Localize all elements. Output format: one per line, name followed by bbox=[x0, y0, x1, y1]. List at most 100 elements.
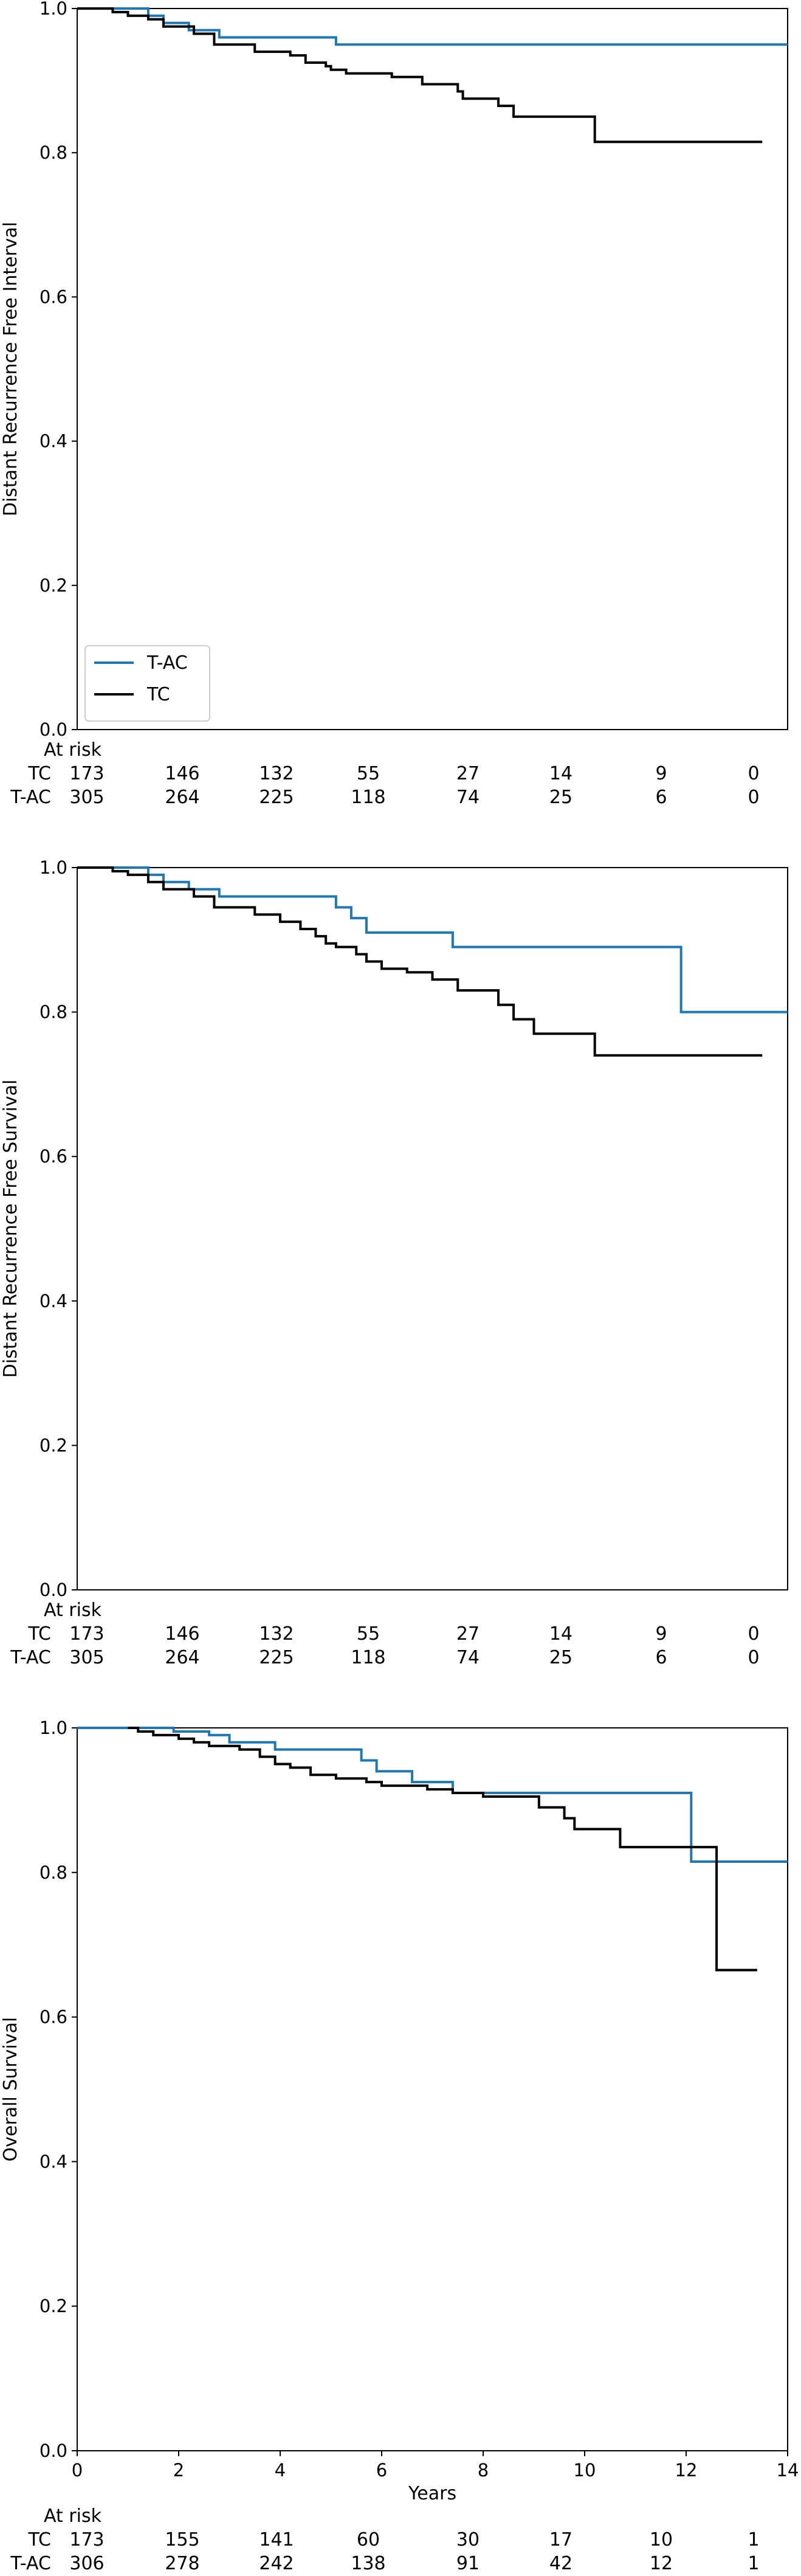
at-risk-count: 242 bbox=[259, 2553, 294, 2574]
at-risk-count: 118 bbox=[351, 1647, 385, 1668]
km-curve-tc bbox=[77, 866, 763, 1057]
y-tick-label: 0.8 bbox=[40, 1002, 67, 1023]
at-risk-count: 55 bbox=[357, 763, 380, 784]
legend-entry: TC bbox=[146, 684, 170, 705]
at-risk-count: 91 bbox=[456, 2553, 480, 2574]
at-risk-count: 305 bbox=[69, 1647, 104, 1668]
at-risk-title: At risk bbox=[44, 2505, 102, 2527]
at-risk-count: 173 bbox=[69, 763, 104, 784]
x-tick-label: 6 bbox=[376, 2460, 387, 2481]
at-risk-row-label: TC bbox=[27, 2529, 51, 2550]
at-risk-count: 264 bbox=[165, 1647, 199, 1668]
at-risk-row-label: T-AC bbox=[10, 787, 51, 808]
y-tick-label: 0.2 bbox=[40, 2296, 67, 2316]
y-axis-label: Overall Survival bbox=[0, 2017, 21, 2162]
at-risk-count: 30 bbox=[456, 2529, 480, 2550]
at-risk-count: 9 bbox=[655, 763, 667, 784]
at-risk-row-label: T-AC bbox=[10, 2553, 51, 2574]
at-risk-count: 1 bbox=[748, 2553, 759, 2574]
x-tick-label: 10 bbox=[574, 2460, 596, 2481]
at-risk-row-label: TC bbox=[27, 1623, 51, 1645]
at-risk-count: 173 bbox=[69, 1623, 104, 1645]
at-risk-count: 60 bbox=[357, 2529, 380, 2550]
at-risk-count: 10 bbox=[650, 2529, 673, 2550]
chart-panel-1: 0.0 0.2 0.4 0.6 0.8 1.0 Distant Recurrence Fre… bbox=[0, 0, 788, 808]
at-risk-count: 74 bbox=[456, 787, 480, 808]
chart-panel-3: 0.0 0.2 0.4 0.6 0.8 1.0 Overall Survival 0 2 4 6 8 1… bbox=[0, 1718, 799, 2574]
at-risk-count: 225 bbox=[259, 1647, 294, 1668]
at-risk-count: 27 bbox=[456, 1623, 480, 1645]
at-risk-count: 42 bbox=[549, 2553, 572, 2574]
at-risk-count: 278 bbox=[165, 2553, 199, 2574]
at-risk-count: 146 bbox=[165, 763, 199, 784]
at-risk-count: 0 bbox=[748, 1647, 759, 1668]
at-risk-count: 0 bbox=[748, 787, 759, 808]
legend: T-AC TC bbox=[84, 645, 210, 722]
at-risk-row-label: T-AC bbox=[10, 1647, 51, 1668]
at-risk-count: 155 bbox=[165, 2529, 199, 2550]
y-tick-label: 0.0 bbox=[40, 1580, 67, 1600]
at-risk-count: 132 bbox=[259, 763, 294, 784]
x-tick-label: 0 bbox=[72, 2460, 83, 2481]
plot-frame bbox=[77, 867, 788, 1590]
at-risk-count: 0 bbox=[748, 1623, 759, 1645]
x-tick-label: 12 bbox=[675, 2460, 698, 2481]
y-axis-label: Distant Recurrence Free Survival bbox=[0, 1080, 21, 1378]
at-risk-count: 55 bbox=[357, 1623, 380, 1645]
x-tick-label: 2 bbox=[173, 2460, 184, 2481]
y-tick-label: 0.0 bbox=[40, 719, 67, 740]
y-tick-label: 0.6 bbox=[40, 286, 67, 307]
x-axis-label: Years bbox=[408, 2483, 456, 2504]
at-risk-count: 9 bbox=[655, 1623, 667, 1645]
legend-box bbox=[84, 645, 210, 722]
at-risk-count: 1 bbox=[748, 2529, 759, 2550]
y-tick-label: 0.6 bbox=[40, 1146, 67, 1167]
y-tick-label: 0.4 bbox=[40, 2151, 67, 2172]
at-risk-count: 6 bbox=[655, 1647, 667, 1668]
y-tick-label: 0.0 bbox=[40, 2440, 67, 2461]
y-tick-label: 0.2 bbox=[40, 575, 67, 596]
at-risk-count: 74 bbox=[456, 1647, 480, 1668]
at-risk-count: 12 bbox=[650, 2553, 673, 2574]
x-tick-label: 8 bbox=[478, 2460, 489, 2481]
at-risk-count: 173 bbox=[69, 2529, 104, 2550]
at-risk-count: 141 bbox=[259, 2529, 294, 2550]
at-risk-count: 305 bbox=[69, 787, 104, 808]
at-risk-count: 118 bbox=[351, 787, 385, 808]
y-tick-label: 0.6 bbox=[40, 2007, 67, 2028]
y-tick-label: 1.0 bbox=[40, 857, 67, 878]
at-risk-count: 132 bbox=[259, 1623, 294, 1645]
at-risk-row-label: TC bbox=[27, 763, 51, 784]
km-curve-tc bbox=[128, 1727, 757, 1972]
y-tick-label: 0.4 bbox=[40, 1291, 67, 1311]
at-risk-count: 138 bbox=[351, 2553, 385, 2574]
plot-frame bbox=[77, 1727, 788, 2451]
chart-panel-2: 0.0 0.2 0.4 0.6 0.8 1.0 Distant Recurrence Fre… bbox=[0, 857, 788, 1668]
legend-entry: T-AC bbox=[146, 652, 188, 674]
at-risk-count: 25 bbox=[549, 787, 572, 808]
at-risk-count: 14 bbox=[549, 1623, 572, 1645]
at-risk-count: 17 bbox=[549, 2529, 572, 2550]
at-risk-title: At risk bbox=[44, 1600, 102, 1621]
x-tick-label: 4 bbox=[275, 2460, 286, 2481]
at-risk-count: 14 bbox=[549, 763, 572, 784]
y-tick-label: 0.4 bbox=[40, 431, 67, 452]
x-tick-label: 14 bbox=[777, 2460, 799, 2481]
y-tick-label: 1.0 bbox=[40, 0, 67, 19]
km-curve-t-ac bbox=[77, 866, 788, 1013]
km-curve-tc bbox=[77, 7, 763, 143]
y-tick-label: 0.8 bbox=[40, 1862, 67, 1883]
at-risk-count: 146 bbox=[165, 1623, 199, 1645]
plot-frame bbox=[77, 8, 788, 730]
at-risk-count: 27 bbox=[456, 763, 480, 784]
at-risk-count: 0 bbox=[748, 763, 759, 784]
y-tick-label: 0.2 bbox=[40, 1435, 67, 1455]
at-risk-count: 25 bbox=[549, 1647, 572, 1668]
y-axis-label: Distant Recurrence Free Interval bbox=[0, 222, 21, 517]
